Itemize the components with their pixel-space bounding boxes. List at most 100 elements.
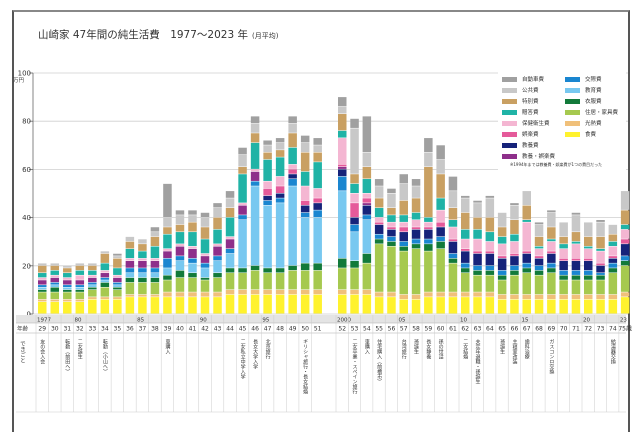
age-label: 52: [338, 326, 346, 333]
bar-segment: [596, 265, 605, 273]
legend-label: 公共費: [522, 88, 539, 94]
legend-swatch: [565, 87, 580, 93]
bar-segment: [113, 297, 122, 300]
age-label: 58: [412, 326, 420, 333]
bar-segment: [63, 273, 72, 278]
bar-segment: [38, 277, 47, 280]
age-label: 73: [597, 326, 605, 333]
age-label: 53: [351, 326, 359, 333]
bar-segment: [424, 229, 433, 239]
bar-segment: [238, 220, 247, 268]
bar-segment: [38, 263, 47, 266]
bar-segment: [113, 258, 122, 268]
bar-segment: [150, 268, 160, 273]
bar-segment: [63, 285, 72, 287]
bar-segment: [338, 294, 347, 314]
age-label: 60: [437, 326, 445, 333]
bar-segment: [374, 297, 384, 314]
bar-segment: [608, 256, 618, 259]
bar-segment: [461, 198, 470, 213]
bar-segment: [250, 142, 260, 169]
bar-segment: [584, 299, 593, 314]
bar-segment: [338, 97, 347, 107]
bar-segment: [188, 222, 197, 232]
bar-segment: [436, 236, 445, 242]
bar-segment: [596, 236, 605, 249]
bar-segment: [238, 154, 247, 167]
y-axis-label: 万円: [13, 77, 25, 84]
bar-segment: [338, 113, 347, 131]
legend-swatch: [502, 131, 517, 137]
legend-swatch: [502, 76, 517, 82]
bar-segment: [547, 251, 556, 254]
bar-segment: [175, 277, 185, 292]
bar-segment: [362, 179, 372, 193]
bar-segment: [138, 244, 147, 251]
bar-segment: [113, 299, 122, 314]
bar-segment: [38, 273, 47, 278]
bar-segment: [313, 198, 322, 203]
bar-segment: [300, 135, 310, 143]
bar-segment: [275, 273, 285, 290]
bar-segment: [38, 280, 47, 285]
bar-segment: [338, 164, 347, 167]
year-label: 2000: [337, 318, 351, 324]
bar-segment: [411, 227, 421, 230]
bar-segment: [350, 289, 359, 295]
bar-segment: [473, 265, 482, 271]
bar-segment: [510, 253, 519, 256]
event-label: 二女結婚: [462, 339, 468, 360]
bar-segment: [63, 268, 72, 273]
bar-segment: [461, 195, 470, 198]
bar-segment: [584, 246, 593, 249]
bar-segment: [473, 251, 482, 254]
bar-segment: [461, 263, 470, 268]
bar-segment: [275, 138, 285, 143]
bar-segment: [596, 222, 605, 237]
bar-segment: [411, 212, 421, 220]
bar-segment: [100, 251, 110, 254]
bar-segment: [88, 270, 97, 275]
age-label: 61: [449, 326, 457, 333]
bar-segment: [300, 289, 310, 295]
bar-segment: [547, 210, 556, 213]
bar-segment: [436, 297, 445, 314]
bar-segment: [250, 171, 260, 181]
age-row-label: 年齢: [17, 325, 29, 333]
bar-segment: [313, 263, 322, 271]
age-label: 74: [609, 326, 617, 333]
bar-segment: [596, 280, 605, 295]
bar-segment: [608, 299, 618, 314]
bar-segment: [448, 253, 458, 259]
bar-segment: [559, 275, 568, 280]
bar-segment: [200, 297, 210, 314]
bar-segment: [50, 299, 60, 302]
legend-label: 特別費: [522, 99, 539, 105]
bar-segment: [559, 270, 568, 275]
legend-label: 教育費: [585, 88, 602, 94]
bar-segment: [175, 246, 185, 256]
event-label: 歯科治療: [524, 338, 530, 359]
bar-segment: [288, 289, 297, 295]
age-label: 30: [51, 326, 59, 333]
legend-label: 衣服費: [585, 99, 602, 105]
bar-segment: [559, 299, 568, 314]
legend-swatch: [502, 109, 517, 115]
bar-segment: [350, 268, 359, 290]
bar-segment: [399, 183, 408, 201]
bar-segment: [448, 297, 458, 314]
bar-segment: [620, 224, 630, 230]
year-label: 1977: [37, 318, 51, 324]
bar-segment: [497, 258, 507, 271]
bar-segment: [288, 164, 297, 169]
bar-segment: [113, 268, 122, 275]
bar-segment: [75, 263, 85, 266]
legend-label: 教養費: [522, 143, 539, 149]
legend-item: 贈答費: [502, 108, 539, 116]
bar-segment: [75, 285, 85, 287]
bar-segment: [547, 253, 556, 263]
bar-segment: [88, 275, 97, 278]
bar-segment: [374, 222, 384, 225]
bar-segment: [362, 205, 372, 215]
bar-segment: [571, 270, 581, 275]
